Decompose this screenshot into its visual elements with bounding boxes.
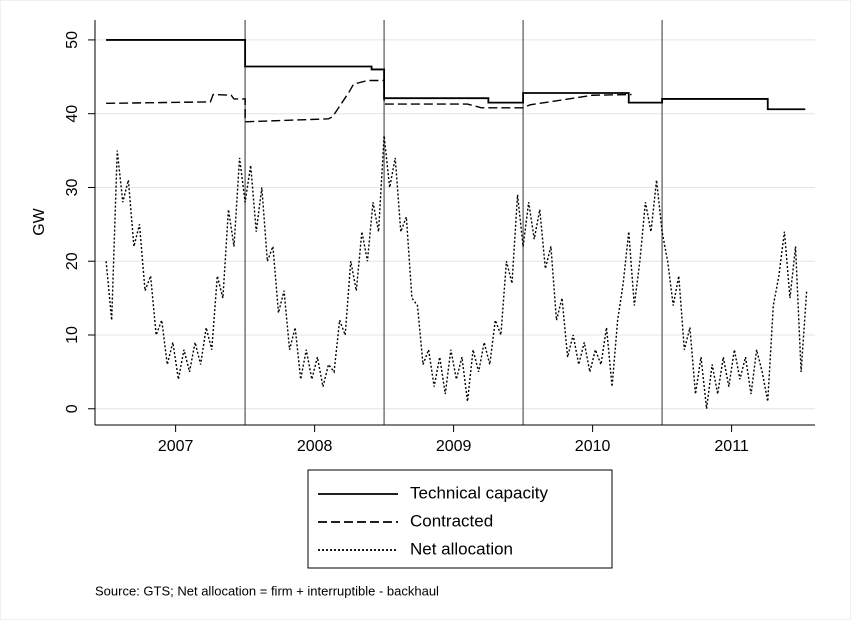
- y-tick-label: 20: [64, 252, 81, 270]
- series-line: [106, 39, 806, 111]
- y-tick-label: 30: [64, 178, 81, 196]
- legend-label: Net allocation: [410, 539, 513, 558]
- y-tick-label: 10: [64, 326, 81, 344]
- x-tick-label: 2010: [575, 438, 611, 455]
- y-tick-label: 50: [64, 31, 81, 49]
- x-tick-label: 2011: [714, 438, 749, 455]
- source-note: Source: GTS; Net allocation = firm + int…: [95, 583, 439, 598]
- series-line: [105, 135, 808, 409]
- grid: 0 10 20 30 40 50 2007 2008 2009 2010 2011: [64, 20, 815, 455]
- series-line: [106, 79, 632, 123]
- x-tick-label: 2008: [297, 438, 333, 455]
- x-tick-label: 2009: [436, 438, 472, 455]
- legend-label: Technical capacity: [410, 483, 548, 502]
- plot: [105, 39, 808, 409]
- legend: [307, 469, 613, 569]
- y-axis-label: GW: [31, 207, 48, 235]
- legend-entries: Technical capacity Contracted Net allocati…: [318, 483, 548, 558]
- y-tick-label: 40: [64, 105, 81, 123]
- x-tick-label: 2007: [158, 438, 194, 455]
- legend-label: Contracted: [410, 511, 493, 530]
- y-tick-label: 0: [64, 404, 81, 413]
